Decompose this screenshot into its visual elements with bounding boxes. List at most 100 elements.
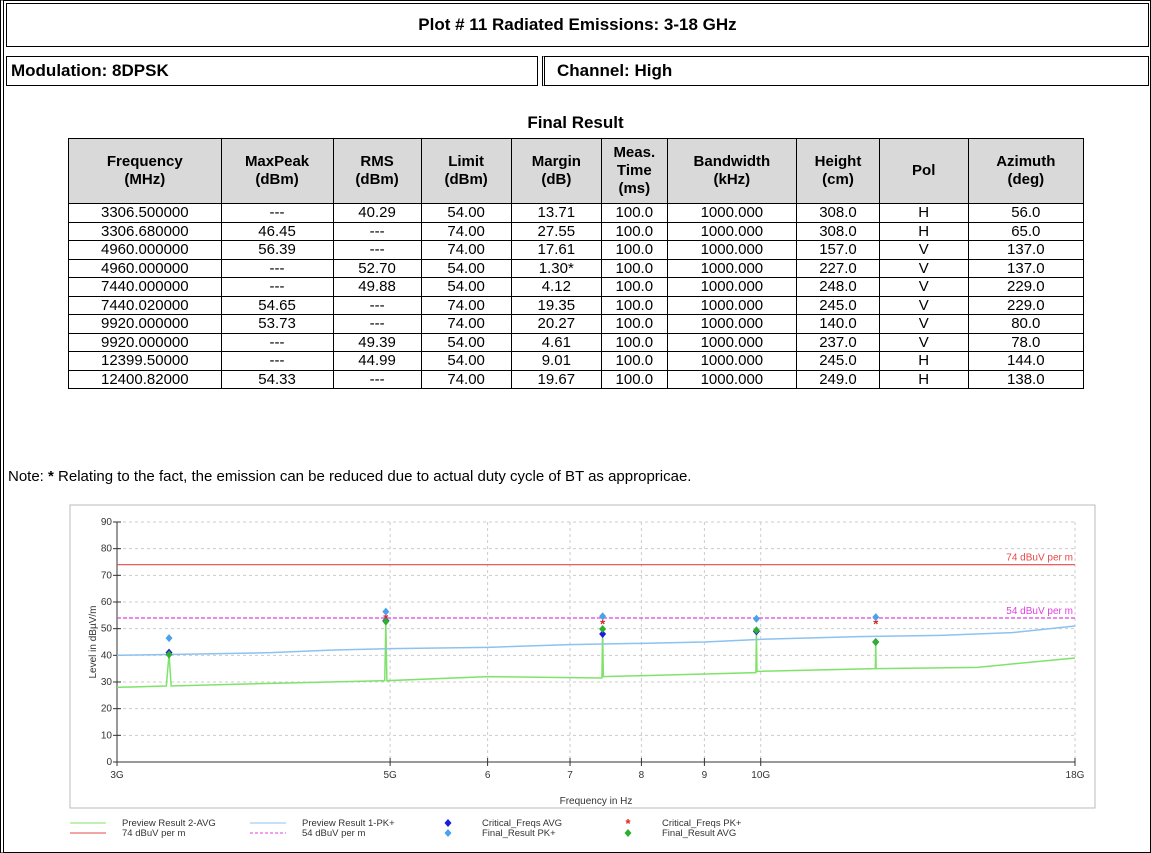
table-row: 12399.50000 --- 44.99 54.00 9.01 100.0 1000.00… [68,351,1085,371]
table-cell: 140.0 [796,314,880,334]
table-cell: 1.30* [510,258,603,278]
table-cell: 54.00 [420,277,512,297]
column-header: Height (cm) [796,138,880,204]
table-cell: 138.0 [967,369,1085,389]
marker [599,612,607,621]
note-text: Relating to the fact, the emission can b… [58,468,692,485]
y-tick-label: 50 [101,624,113,635]
table-cell: 54.00 [420,258,512,278]
column-header: MaxPeak (dBm) [220,138,334,204]
x-tick-label: 9 [702,770,708,781]
table-cell: 53.73 [220,314,334,334]
table-cell: 1000.000 [666,258,798,278]
legend-label: Final_Result PK+ [482,828,556,839]
table-cell: 227.0 [796,258,880,278]
column-header: Limit (dBm) [420,138,512,204]
table-cell: 54.00 [420,203,512,223]
x-tick-label: 10G [751,770,770,781]
table-cell: 49.88 [332,277,422,297]
table-cell: 4960.000000 [68,240,222,260]
table-cell: 100.0 [601,258,668,278]
table-cell: 1000.000 [666,351,798,371]
legend-label: 54 dBuV per m [302,828,365,839]
marker [872,638,880,647]
x-tick-label: 18G [1066,770,1085,781]
note-mark: * [48,468,54,485]
table-cell: 74.00 [420,314,512,334]
channel: Channel: High [542,56,1149,86]
table-cell: 7440.000000 [68,277,222,297]
table-cell: 100.0 [601,332,668,352]
table-cell: 74.00 [420,240,512,260]
table-row: 12400.82000 54.33 --- 74.00 19.67 100.0 1000.0… [68,369,1085,389]
table-cell: 40.29 [332,203,422,223]
marker [599,624,607,633]
table-cell: 54.65 [220,295,334,315]
table-cell: 100.0 [601,203,668,223]
marker [382,607,390,616]
legend-label: Critical_Freqs AVG [482,818,562,829]
marker [165,634,173,643]
table-cell: 19.35 [510,295,603,315]
table-row: 3306.680000 46.45 --- 74.00 27.55 100.0 1000.0… [68,221,1085,241]
y-tick-label: 20 [101,704,113,715]
x-tick-label: 3G [110,770,124,781]
table-cell: 1000.000 [666,295,798,315]
chart-frame [69,504,1096,809]
column-header: Bandwidth (kHz) [666,138,798,204]
limit-label: 74 dBuV per m [1006,553,1073,564]
table-cell: 249.0 [796,369,880,389]
marker [752,614,760,623]
marker [872,613,880,622]
table-cell: 1000.000 [666,277,798,297]
table-cell: 3306.680000 [68,221,222,241]
table-cell: 1000.000 [666,240,798,260]
table-row: 9920.000000 53.73 --- 74.00 20.27 100.0 1000.0… [68,314,1085,334]
trace [116,623,1076,689]
legend-label: Final_Result AVG [662,828,736,839]
marker [599,630,607,638]
legend-label: 74 dBuV per m [122,828,185,839]
legend-label: Critical_Freqs PK+ [662,818,742,829]
trace [116,625,1076,657]
table-cell: 100.0 [601,369,668,389]
y-tick-label: 0 [106,757,112,768]
y-tick-label: 60 [101,597,113,608]
legend-swatch: * [625,816,631,831]
column-header: Pol [878,138,969,204]
modulation: Modulation: 8DPSK [6,56,538,86]
y-axis-label: Level in dBµV/m [88,605,99,678]
table-cell: 19.67 [510,369,603,389]
table-cell: H [878,221,969,241]
table-cell: --- [220,203,334,223]
note: Note: * Relating to the fact, the emissi… [8,468,691,485]
table-cell: --- [332,240,422,260]
table-row: 3306.500000 --- 40.29 54.00 13.71 100.0 1000.0… [68,203,1085,223]
column-header: Frequency (MHz) [68,138,222,204]
title: Plot # 11 Radiated Emissions: 3-18 GHz [6,3,1149,47]
limit-label: 54 dBuV per m [1006,606,1073,617]
table-cell: 229.0 [967,277,1085,297]
column-header: Meas. Time (ms) [601,138,668,204]
table-cell: --- [332,221,422,241]
table-cell: 1000.000 [666,314,798,334]
table-cell: 100.0 [601,277,668,297]
table-cell: 1000.000 [666,221,798,241]
table-cell: 1000.000 [666,369,798,389]
table-cell: 44.99 [332,351,422,371]
y-tick-label: 40 [101,650,113,661]
x-axis-label: Frequency in Hz [560,796,633,807]
table-title: Final Result [527,113,624,132]
table-cell: 9920.000000 [68,314,222,334]
table-cell: 74.00 [420,369,512,389]
table-cell: 13.71 [510,203,603,223]
table-cell: 12400.82000 [68,369,222,389]
table-cell: 308.0 [796,203,880,223]
table-row: 7440.000000 --- 49.88 54.00 4.12 100.0 1000.00… [68,277,1085,297]
column-header: Azimuth (deg) [967,138,1085,204]
x-tick-label: 5G [383,770,397,781]
marker [382,617,390,626]
x-tick-label: 6 [485,770,491,781]
y-tick-label: 90 [101,517,113,528]
